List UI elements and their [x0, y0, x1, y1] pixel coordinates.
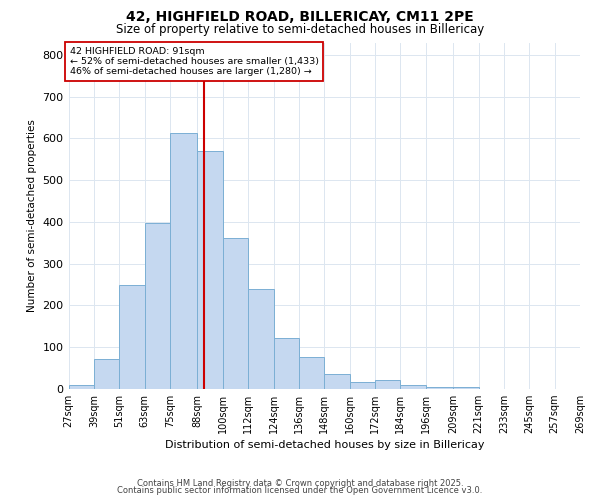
Bar [68, 386, 94, 388]
Bar [94, 360, 119, 388]
Bar [145, 223, 170, 388]
Text: 42 HIGHFIELD ROAD: 91sqm
← 52% of semi-detached houses are smaller (1,433)
46% o: 42 HIGHFIELD ROAD: 91sqm ← 52% of semi-d… [70, 46, 319, 76]
Bar [350, 382, 375, 388]
Text: Size of property relative to semi-detached houses in Billericay: Size of property relative to semi-detach… [116, 22, 484, 36]
Bar [375, 380, 400, 388]
Bar [274, 338, 299, 388]
X-axis label: Distribution of semi-detached houses by size in Billericay: Distribution of semi-detached houses by … [164, 440, 484, 450]
Text: 42, HIGHFIELD ROAD, BILLERICAY, CM11 2PE: 42, HIGHFIELD ROAD, BILLERICAY, CM11 2PE [126, 10, 474, 24]
Bar [248, 290, 274, 388]
Bar [119, 286, 145, 389]
Bar [223, 238, 248, 388]
Y-axis label: Number of semi-detached properties: Number of semi-detached properties [27, 119, 37, 312]
Bar [324, 374, 350, 388]
Text: Contains HM Land Registry data © Crown copyright and database right 2025.: Contains HM Land Registry data © Crown c… [137, 478, 463, 488]
Bar [453, 386, 479, 388]
Bar [170, 134, 197, 388]
Text: Contains public sector information licensed under the Open Government Licence v3: Contains public sector information licen… [118, 486, 482, 495]
Bar [299, 358, 324, 388]
Bar [197, 151, 223, 388]
Bar [426, 387, 453, 388]
Bar [400, 386, 426, 388]
